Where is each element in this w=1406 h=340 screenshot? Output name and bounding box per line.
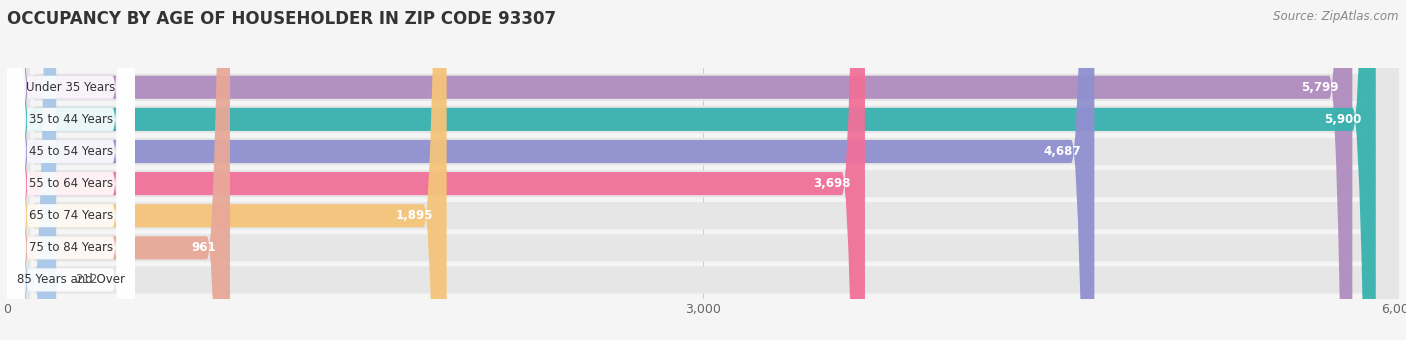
Text: 961: 961: [191, 241, 217, 254]
FancyBboxPatch shape: [7, 0, 135, 340]
Text: 5,799: 5,799: [1301, 81, 1339, 94]
FancyBboxPatch shape: [7, 0, 1399, 340]
FancyBboxPatch shape: [7, 0, 135, 340]
Text: 35 to 44 Years: 35 to 44 Years: [28, 113, 112, 126]
Text: 75 to 84 Years: 75 to 84 Years: [28, 241, 112, 254]
Text: 1,895: 1,895: [395, 209, 433, 222]
FancyBboxPatch shape: [7, 0, 1399, 340]
FancyBboxPatch shape: [7, 0, 135, 340]
Text: Under 35 Years: Under 35 Years: [27, 81, 115, 94]
Text: 4,687: 4,687: [1043, 145, 1080, 158]
Text: 212: 212: [75, 273, 97, 286]
FancyBboxPatch shape: [7, 0, 135, 340]
FancyBboxPatch shape: [7, 0, 1399, 340]
FancyBboxPatch shape: [7, 0, 135, 340]
FancyBboxPatch shape: [7, 0, 1399, 340]
Text: 3,698: 3,698: [814, 177, 851, 190]
FancyBboxPatch shape: [7, 0, 447, 340]
Text: OCCUPANCY BY AGE OF HOUSEHOLDER IN ZIP CODE 93307: OCCUPANCY BY AGE OF HOUSEHOLDER IN ZIP C…: [7, 10, 557, 28]
FancyBboxPatch shape: [7, 0, 1399, 340]
FancyBboxPatch shape: [7, 0, 1094, 340]
Text: 85 Years and Over: 85 Years and Over: [17, 273, 125, 286]
FancyBboxPatch shape: [7, 0, 135, 340]
FancyBboxPatch shape: [7, 0, 135, 340]
FancyBboxPatch shape: [7, 0, 1375, 340]
Text: 65 to 74 Years: 65 to 74 Years: [28, 209, 112, 222]
Text: 45 to 54 Years: 45 to 54 Years: [28, 145, 112, 158]
FancyBboxPatch shape: [7, 0, 56, 340]
FancyBboxPatch shape: [7, 0, 231, 340]
Text: 55 to 64 Years: 55 to 64 Years: [28, 177, 112, 190]
FancyBboxPatch shape: [7, 0, 865, 340]
Text: 5,900: 5,900: [1324, 113, 1362, 126]
FancyBboxPatch shape: [7, 0, 1399, 340]
Text: Source: ZipAtlas.com: Source: ZipAtlas.com: [1274, 10, 1399, 23]
FancyBboxPatch shape: [7, 0, 1399, 340]
FancyBboxPatch shape: [7, 0, 1353, 340]
